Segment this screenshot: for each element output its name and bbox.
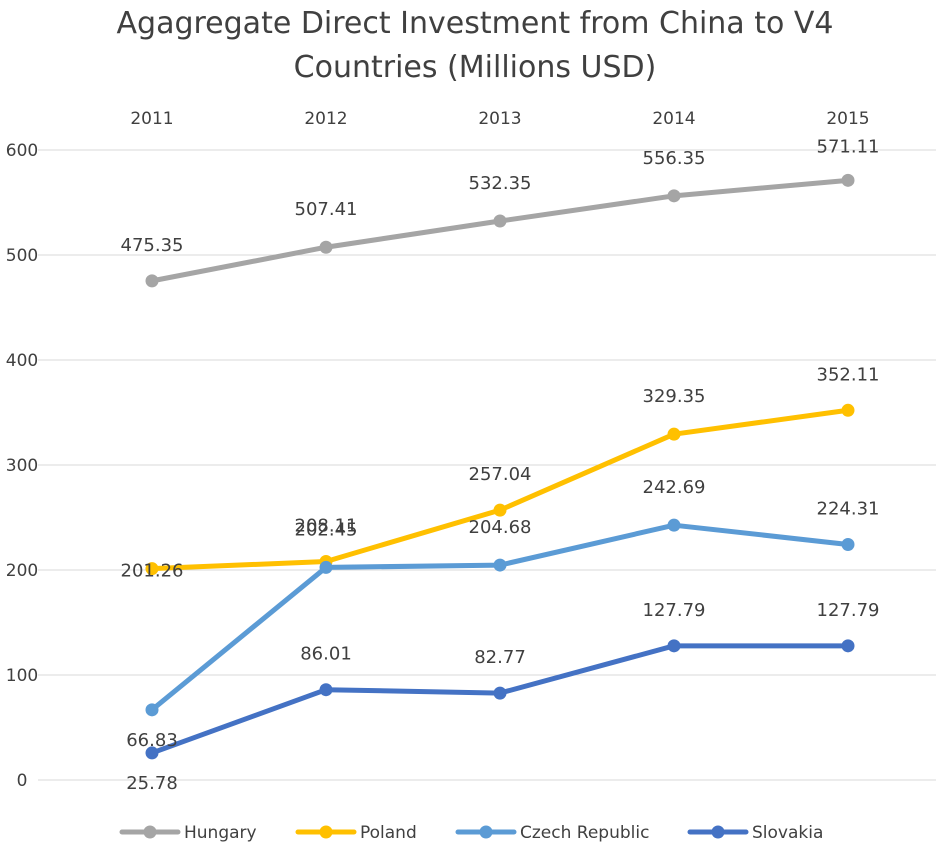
data-point [493,686,507,700]
data-point [841,639,855,653]
legend-swatch-marker [711,825,725,839]
x-tick-label: 2014 [652,109,695,129]
legend-swatch-marker [479,825,493,839]
legend-item-slovakia: Slovakia [687,823,823,843]
data-point [493,503,507,517]
data-point [145,562,159,576]
data-point [841,173,855,187]
legend-item-poland: Poland [295,823,417,843]
data-label: 352.11 [817,364,880,385]
series-line [149,407,851,572]
data-point [319,240,333,254]
y-tick-label: 600 [6,141,38,161]
y-axis-ticks: 0 100 200 300 400 500 600 [6,141,38,791]
data-label: 257.04 [469,464,532,485]
y-tick-label: 400 [6,351,38,371]
y-tick-label: 0 [17,771,28,791]
x-axis-ticks: 2011 2012 2013 2014 2015 [130,109,869,129]
y-tick-label: 300 [6,456,38,476]
data-label: 66.83 [126,730,178,751]
data-label: 571.11 [817,136,880,157]
series-hungary [145,173,855,288]
data-labels: 475.35 507.41 532.35 556.35 571.11 201.26 208.… [121,136,880,794]
series-line [149,177,851,284]
series-poland [145,403,855,576]
chart-title: Agagregate Direct Investment from China … [20,2,930,90]
x-tick-label: 2011 [130,109,173,129]
data-label: 556.35 [643,148,706,169]
legend-label: Poland [360,823,417,843]
data-point [145,746,159,760]
data-label: 201.26 [121,561,184,582]
data-label: 25.78 [126,773,178,794]
data-label: 82.77 [474,647,526,668]
chart-title-line-1: Agagregate Direct Investment from China … [116,6,834,41]
legend-label: Slovakia [752,823,823,843]
data-point [493,214,507,228]
y-tick-label: 100 [6,666,38,686]
data-label: 127.79 [817,600,880,621]
x-tick-label: 2015 [826,109,869,129]
data-label: 475.35 [121,235,184,256]
data-label: 204.68 [469,517,532,538]
data-label: 507.41 [295,199,358,220]
chart-title-line-2: Countries (Millions USD) [293,50,657,85]
data-point [145,703,159,717]
legend-label: Czech Republic [520,823,649,843]
data-point [667,518,681,532]
series-line [149,522,851,713]
gridlines [38,149,936,781]
data-point [667,189,681,203]
data-point [319,560,333,574]
data-point [493,558,507,572]
legend-label: Hungary [184,823,257,843]
series-czech-republic [145,518,855,717]
x-tick-label: 2013 [478,109,521,129]
data-point [145,274,159,288]
data-point [841,403,855,417]
legend-item-hungary: Hungary [119,823,257,843]
legend: Hungary Poland Czech Republic Slovakia [119,823,823,843]
data-point [667,639,681,653]
data-label: 86.01 [300,644,352,665]
data-label: 329.35 [643,386,706,407]
data-label: 202.45 [295,519,358,540]
data-point [667,427,681,441]
y-tick-label: 200 [6,561,38,581]
series-slovakia [145,639,855,760]
legend-swatch-marker [143,825,157,839]
x-tick-label: 2012 [304,109,347,129]
data-label: 224.31 [817,498,880,519]
data-point [841,537,855,551]
legend-item-czech-republic: Czech Republic [455,823,649,843]
series-lines [145,173,855,760]
y-tick-label: 500 [6,246,38,266]
data-label: 532.35 [469,173,532,194]
data-point [319,683,333,697]
data-label: 127.79 [643,600,706,621]
legend-swatch-marker [319,825,333,839]
data-label: 208.11 [295,515,358,536]
data-label: 242.69 [643,477,706,498]
